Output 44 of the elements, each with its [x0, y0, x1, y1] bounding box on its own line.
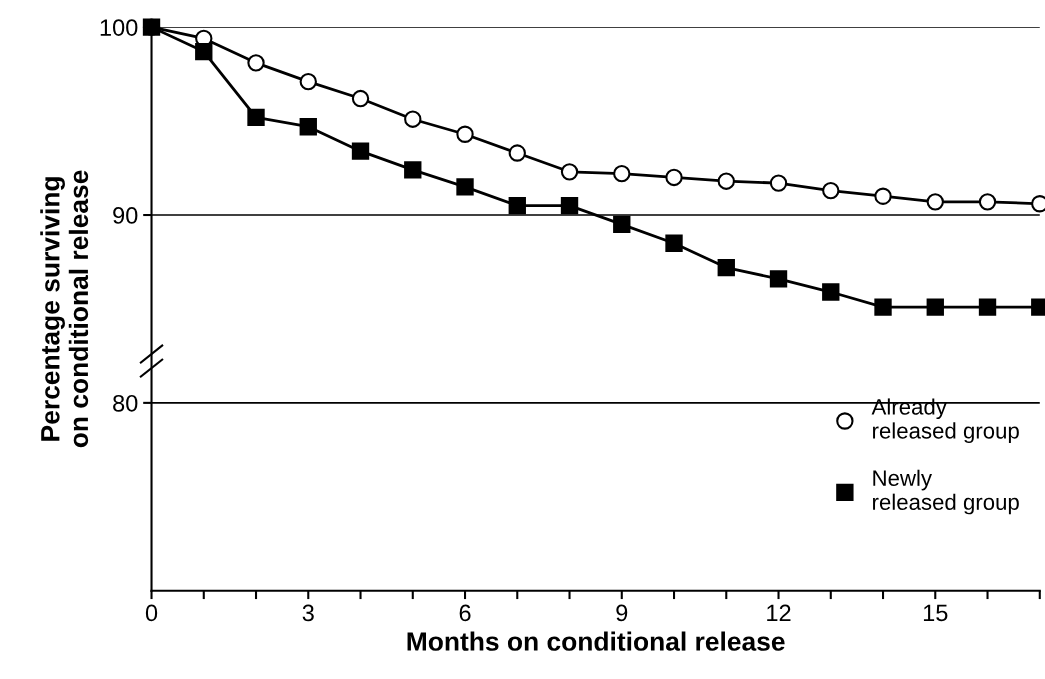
point: [456, 178, 474, 196]
x-tick-label: 0: [145, 604, 158, 622]
point: [822, 283, 840, 301]
point: [351, 89, 370, 108]
point: [769, 270, 788, 288]
point: [247, 54, 265, 72]
x-tick-label: 12: [767, 604, 791, 622]
point: [404, 110, 422, 128]
point: [613, 215, 631, 234]
y-tick-label: 90: [113, 207, 138, 224]
point: [404, 161, 422, 179]
point: [299, 118, 317, 136]
y-tick-label: 100: [100, 19, 138, 36]
point: [926, 298, 944, 316]
point: [508, 196, 526, 215]
point: [978, 298, 997, 316]
point: [874, 187, 892, 205]
point: [613, 165, 631, 183]
point: [508, 144, 526, 162]
x-tick-label: 3: [302, 604, 314, 622]
point: [247, 108, 265, 127]
point: [978, 193, 997, 211]
point: [717, 172, 735, 190]
point: [717, 258, 735, 277]
legend-label: Already released group: [871, 398, 1019, 444]
point: [560, 196, 579, 215]
x-tick-label: 15: [923, 604, 948, 622]
point: [926, 193, 944, 211]
point: [822, 181, 840, 200]
y-axis-title: Percentage surviving on conditional release: [40, 170, 89, 448]
point: [299, 72, 317, 91]
x-tick-label: 6: [459, 604, 471, 622]
legend-label: Newly released group: [873, 469, 1019, 515]
point: [351, 142, 370, 160]
point: [456, 125, 474, 143]
y-tick-label: 80: [113, 394, 138, 412]
point: [769, 174, 788, 192]
point: [195, 42, 213, 61]
x-tick-label: 9: [616, 604, 628, 622]
point: [665, 234, 683, 252]
x-axis-title: Months on conditional release: [407, 631, 785, 651]
point: [665, 168, 683, 187]
point: [560, 163, 579, 181]
point: [874, 298, 892, 316]
